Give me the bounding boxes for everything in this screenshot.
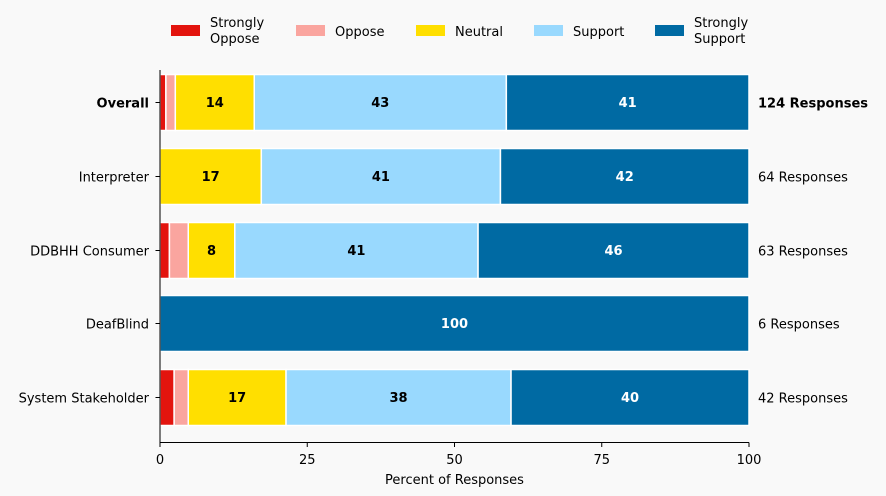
- data-label-ddbhh-consumer-strongly-support: 46: [604, 244, 622, 259]
- legend-swatch-oppose: [296, 25, 325, 36]
- x-tick-label-25: 25: [299, 453, 316, 468]
- legend-label-neutral: Neutral: [455, 25, 503, 40]
- bar-overall-strongly-support: [505, 73, 750, 132]
- bar-ddbhh-consumer-neutral: [187, 221, 236, 280]
- response-count-interpreter: 64 Responses: [758, 171, 848, 186]
- category-labels: Overall Interpreter DDBHH Consumer DeafBlin…: [19, 97, 150, 407]
- x-axis-label: Percent of Responses: [385, 473, 524, 488]
- data-label-ddbhh-consumer-neutral: 8: [207, 244, 216, 259]
- legend-label-strongly-oppose: Strongly Oppose: [210, 16, 264, 47]
- data-label-ddbhh-consumer-support: 41: [347, 244, 365, 259]
- bar-ddbhh-consumer-oppose: [168, 221, 190, 280]
- data-label-system-stakeholder-strongly-support: 40: [621, 391, 639, 406]
- legend-label-oppose: Oppose: [335, 25, 384, 40]
- x-tick-label-75: 75: [593, 453, 610, 468]
- data-label-interpreter-support: 41: [372, 170, 390, 185]
- bar-ddbhh-consumer-strongly-support: [477, 221, 750, 280]
- x-tick-label-50: 50: [446, 453, 463, 468]
- category-label-system-stakeholder: System Stakeholder: [19, 392, 150, 407]
- bar-system-stakeholder-support: [285, 368, 512, 427]
- legend-swatch-neutral: [416, 25, 445, 36]
- response-count-ddbhh-consumer: 63 Responses: [758, 245, 848, 260]
- data-label-overall-neutral: 14: [206, 96, 224, 111]
- bar-overall-oppose: [165, 73, 177, 132]
- data-label-overall-strongly-support: 41: [619, 96, 637, 111]
- bar-interpreter-strongly-support: [499, 147, 750, 206]
- x-tick-label-0: 0: [156, 453, 164, 468]
- category-label-interpreter: Interpreter: [79, 171, 150, 186]
- bars: 14 43 41 17 41 42 8 41 46 100 17 38 40: [159, 73, 750, 427]
- category-label-overall: Overall: [97, 97, 149, 112]
- response-count-system-stakeholder: 42 Responses: [758, 392, 848, 407]
- category-label-ddbhh-consumer: DDBHH Consumer: [30, 245, 150, 260]
- data-label-deafblind-strongly-support: 100: [441, 317, 468, 332]
- x-axis: 0 25 50 75 100: [155, 70, 762, 468]
- bar-ddbhh-consumer-support: [234, 221, 479, 280]
- legend-label-support: Support: [573, 25, 624, 40]
- response-count-labels: 124 Responses 64 Responses 63 Responses 6 R…: [758, 97, 868, 407]
- legend-label-strongly-support: Strongly Support: [694, 16, 748, 47]
- category-label-deafblind: DeafBlind: [86, 318, 149, 333]
- bar-system-stakeholder-strongly-support: [510, 368, 750, 427]
- legend-swatch-support: [534, 25, 563, 36]
- bar-system-stakeholder-oppose: [173, 368, 190, 427]
- data-label-interpreter-neutral: 17: [202, 170, 220, 185]
- legend-swatch-strongly-oppose: [171, 25, 200, 36]
- bar-ddbhh-consumer-strongly-oppose: [159, 221, 171, 280]
- x-tick-label-100: 100: [737, 453, 762, 468]
- data-label-interpreter-strongly-support: 42: [616, 170, 634, 185]
- bar-interpreter-support: [260, 147, 502, 206]
- bar-system-stakeholder-strongly-oppose: [159, 368, 175, 427]
- bar-overall-strongly-oppose: [159, 73, 167, 132]
- bar-overall-support: [253, 73, 508, 132]
- response-count-deafblind: 6 Responses: [758, 318, 840, 333]
- legend: Strongly Oppose Oppose Neutral Support Strong…: [171, 16, 748, 47]
- data-label-system-stakeholder-support: 38: [389, 391, 407, 406]
- legend-swatch-strongly-support: [655, 25, 684, 36]
- data-label-system-stakeholder-neutral: 17: [228, 391, 246, 406]
- bar-overall-neutral: [174, 73, 255, 132]
- bar-deafblind-strongly-support: [159, 294, 750, 353]
- data-label-overall-support: 43: [371, 96, 389, 111]
- response-count-overall: 124 Responses: [758, 97, 868, 112]
